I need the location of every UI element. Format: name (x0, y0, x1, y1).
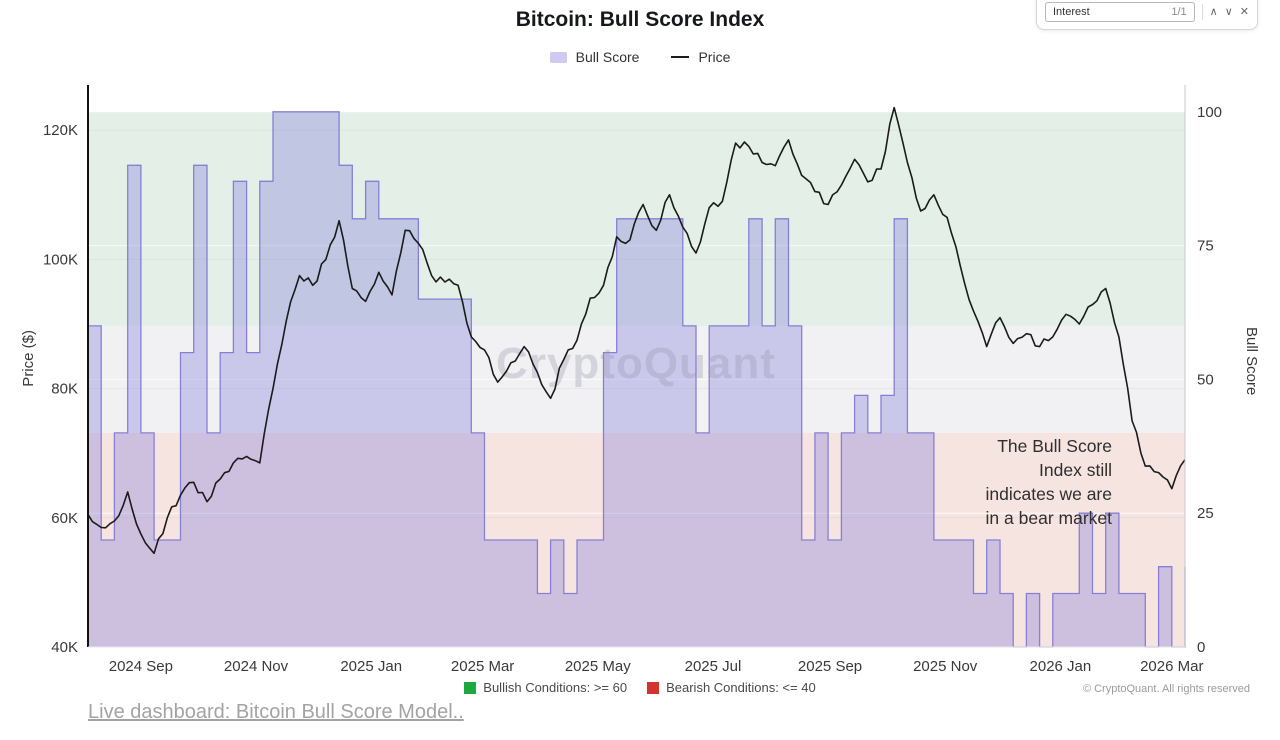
copyright-notice: © CryptoQuant. All rights reserved (1082, 683, 1250, 695)
bearish-conditions-label: Bearish Conditions: <= 40 (666, 680, 816, 695)
chart-legend: Bull Score Price (0, 49, 1280, 65)
score-tick-label: 100 (1197, 104, 1222, 121)
score-tick-label: 25 (1197, 505, 1214, 522)
browser-find-bar[interactable]: Interest 1/1 ∧ ∨ ✕ (1036, 0, 1258, 30)
score-tick-label: 0 (1197, 639, 1205, 656)
x-tick-label: 2024 Nov (224, 658, 289, 675)
bull-score-legend-label: Bull Score (575, 49, 640, 65)
x-tick-label: 2025 Jan (340, 658, 402, 675)
price-line (87, 106, 1186, 555)
chart-title: Bitcoin: Bull Score Index (515, 8, 765, 31)
x-tick-label: 2024 Sep (109, 658, 173, 675)
bearish-conditions-swatch (647, 681, 660, 694)
x-tick-label: 2025 Jul (685, 658, 742, 675)
score-tick-label: 75 (1197, 238, 1214, 255)
x-tick-label: 2025 Mar (451, 658, 514, 675)
bull-score-axis-title: Bull Score (1243, 327, 1260, 396)
bear-market-annotation: The Bull Score Index still indicates we … (985, 436, 1112, 528)
price-legend-swatch (671, 56, 690, 58)
x-tick-label: 2026 Jan (1030, 658, 1092, 675)
bearish-zone-band (88, 432, 1185, 647)
conditions-legend: Bullish Conditions: >= 60 Bearish Condit… (0, 680, 1280, 695)
price-tick-label: 40K (51, 639, 78, 656)
price-tick-label: 120K (43, 122, 78, 139)
price-legend-label: Price (698, 49, 731, 65)
score-tick-label: 50 (1197, 371, 1214, 388)
live-dashboard-link[interactable]: Live dashboard: Bitcoin Bull Score Model… (88, 701, 464, 723)
find-input[interactable]: Interest 1/1 (1045, 2, 1195, 22)
bull-score-area (88, 111, 1185, 648)
x-tick-label: 2025 Sep (798, 658, 862, 675)
find-next-icon[interactable]: ∨ (1224, 6, 1233, 18)
bull-score-legend-swatch (549, 51, 567, 63)
x-tick-label: 2026 Mar (1140, 658, 1203, 675)
x-tick-label: 2025 May (565, 658, 631, 675)
cryptoquant-watermark: CryptoQuant (496, 339, 776, 388)
find-close-icon[interactable]: ✕ (1239, 6, 1249, 18)
bullish-conditions-swatch (464, 681, 477, 694)
price-tick-label: 80K (51, 381, 78, 398)
x-tick-label: 2025 Nov (913, 658, 978, 675)
price-tick-label: 100K (43, 251, 78, 268)
price-axis-title: Price ($) (20, 330, 37, 387)
find-previous-icon[interactable]: ∧ (1209, 6, 1218, 18)
bullish-conditions-label: Bullish Conditions: >= 60 (483, 680, 628, 695)
find-divider (1201, 4, 1203, 20)
price-tick-label: 60K (51, 510, 78, 527)
find-query-text: Interest (1053, 6, 1090, 18)
find-match-count: 1/1 (1171, 6, 1187, 18)
